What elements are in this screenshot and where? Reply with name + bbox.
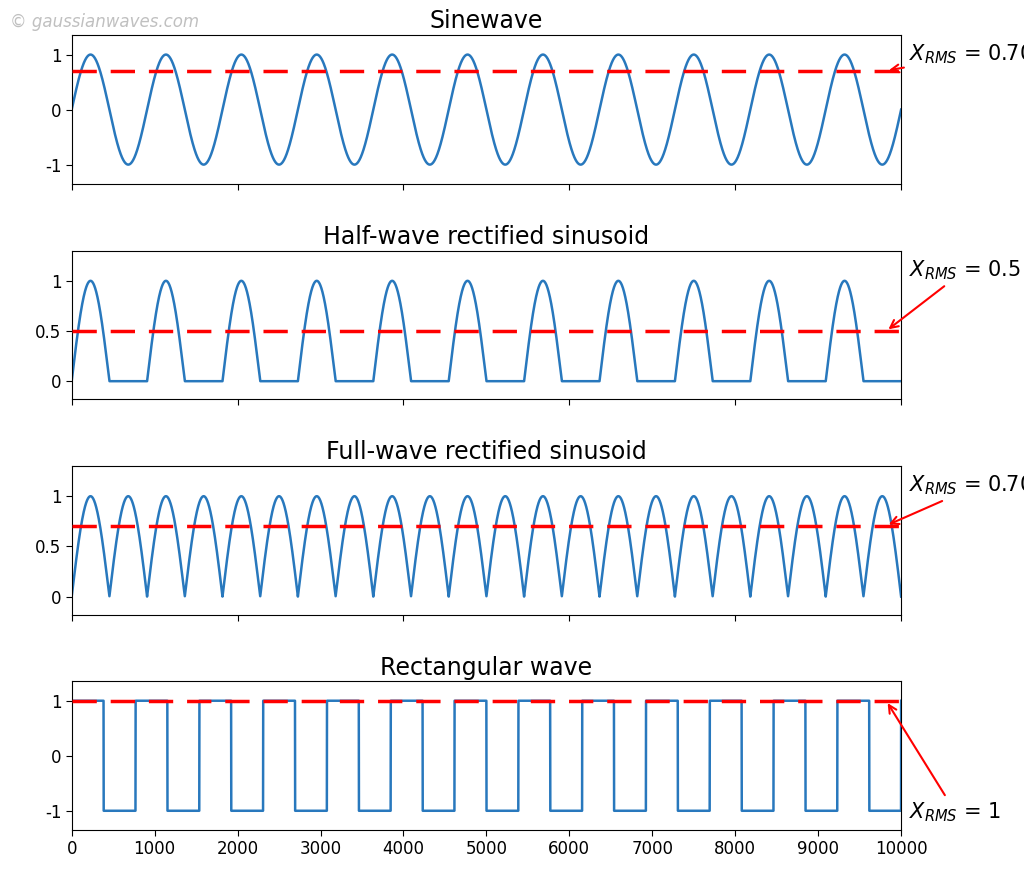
Text: $X_{RMS}$ = 1: $X_{RMS}$ = 1 — [889, 705, 1001, 824]
Text: $X_{RMS}$ = 0.707: $X_{RMS}$ = 0.707 — [891, 473, 1024, 524]
Title: Rectangular wave: Rectangular wave — [380, 655, 593, 680]
Text: $X_{RMS}$ = 0.5: $X_{RMS}$ = 0.5 — [890, 258, 1021, 328]
Text: © gaussianwaves.com: © gaussianwaves.com — [10, 13, 200, 31]
Title: Sinewave: Sinewave — [430, 10, 543, 34]
Title: Full-wave rectified sinusoid: Full-wave rectified sinusoid — [326, 440, 647, 464]
Title: Half-wave rectified sinusoid: Half-wave rectified sinusoid — [324, 225, 649, 249]
Text: $X_{RMS}$ = 0.707: $X_{RMS}$ = 0.707 — [891, 42, 1024, 72]
